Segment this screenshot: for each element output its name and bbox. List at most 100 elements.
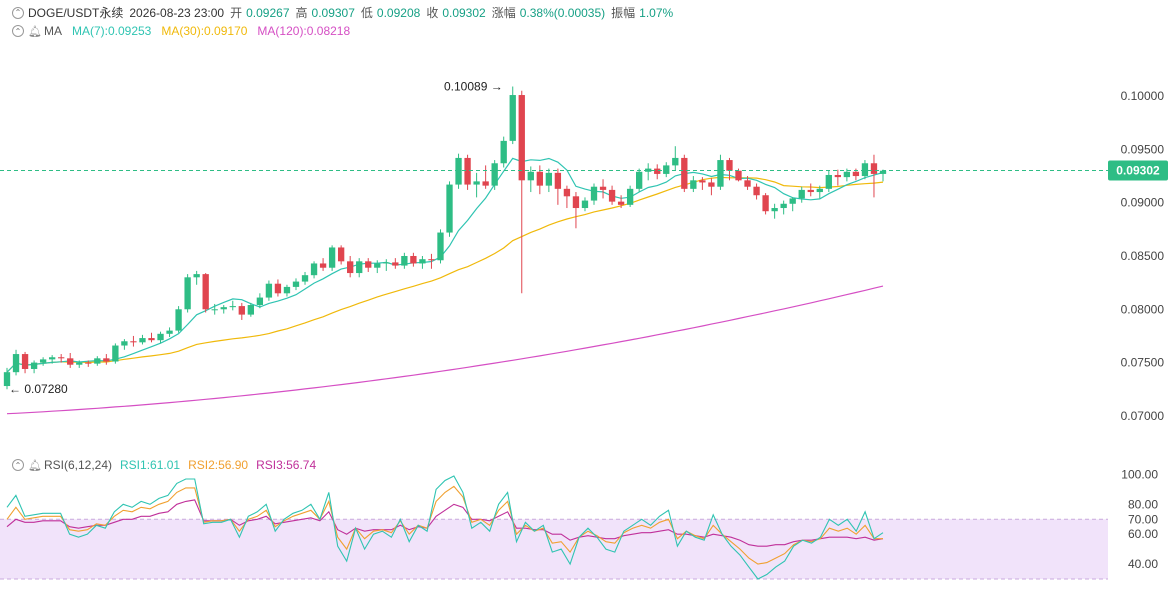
last-price-tag-text: 0.09302 [1116, 164, 1160, 178]
candle-body-37 [337, 247, 345, 262]
candle-body-18 [166, 330, 173, 334]
candle-body-2 [21, 354, 29, 369]
candle-body-50 [455, 157, 462, 185]
candle-body-70 [636, 171, 643, 189]
candle-body-0 [3, 372, 11, 387]
rsi-tick-0: 100.00 [1121, 467, 1158, 481]
candle-body-65 [590, 186, 598, 201]
ma-legend: ⌃ 🔔︎ MA MA(7):0.09253 MA(30):0.09170 MA(… [12, 24, 350, 38]
candle-body-23 [211, 309, 218, 311]
ma30-value: MA(30):0.09170 [161, 24, 248, 38]
candle-body-41 [374, 263, 381, 268]
rsi2-line [6, 485, 883, 565]
low-price-label: ← 0.07280 [9, 382, 68, 396]
candle-body-15 [139, 338, 146, 343]
candle-body-67 [608, 189, 616, 202]
candle-body-87 [789, 198, 796, 204]
alert-bell-icon[interactable]: 🔔︎ [28, 25, 42, 38]
candle-body-74 [672, 157, 679, 166]
candle-body-59 [536, 171, 543, 186]
rsi-label: RSI(6,12,24) [43, 458, 113, 472]
candle-body-16 [148, 338, 155, 341]
candle-body-47 [428, 259, 435, 261]
candle-body-11 [103, 358, 110, 362]
candle-body-39 [356, 261, 363, 274]
price-tick-6: 0.07000 [1121, 409, 1165, 423]
candle-body-89 [807, 189, 814, 193]
candle-body-32 [292, 281, 300, 287]
candle-body-12 [112, 345, 119, 362]
ma7-line [6, 157, 884, 373]
candle-body-36 [328, 247, 336, 268]
candle-body-17 [157, 333, 164, 341]
close-label: 收 [426, 6, 439, 20]
rsi-tick-1: 80.00 [1128, 497, 1158, 511]
candle-body-77 [699, 180, 706, 183]
candle-body-68 [617, 201, 625, 205]
candle-body-81 [735, 170, 742, 181]
candle-body-14 [130, 341, 137, 343]
low-label: 低 [360, 6, 373, 20]
close-value: 0.09302 [442, 5, 486, 20]
candle-body-24 [220, 307, 227, 310]
rsi1-line [6, 475, 884, 580]
ma-collapse-chevron-icon[interactable]: ⌃ [12, 25, 24, 37]
last-price-tag [1108, 160, 1168, 181]
low-value: 0.09208 [376, 5, 421, 20]
candle-body-69 [626, 188, 634, 205]
candle-body-29 [265, 283, 273, 298]
candle-body-20 [184, 277, 191, 310]
candle-body-55 [500, 140, 507, 164]
rsi2-value: RSI2:56.90 [188, 458, 249, 472]
collapse-chevron-icon[interactable]: ⌃ [12, 6, 24, 19]
candle-body-92 [834, 174, 842, 178]
candle-body-26 [238, 306, 245, 315]
candle-body-56 [509, 95, 516, 141]
candle-body-9 [85, 362, 92, 364]
candle-body-46 [419, 259, 426, 264]
candle-body-86 [780, 203, 787, 209]
candle-body-22 [202, 274, 209, 310]
candle-time: 2026-08-23 23:00 [129, 5, 225, 20]
candle-body-54 [491, 163, 498, 186]
candle-body-30 [274, 283, 282, 294]
candle-body-78 [708, 182, 715, 187]
ma120-value: MA(120):0.08218 [257, 24, 351, 38]
candle-body-53 [482, 181, 489, 186]
price-tick-1: 0.09500 [1121, 142, 1165, 156]
rsi-collapse-chevron-icon[interactable]: ⌃ [12, 459, 24, 471]
candle-body-97 [879, 170, 887, 174]
ma7-value: MA(7):0.09253 [71, 24, 152, 38]
candle-body-3 [30, 362, 38, 369]
candle-body-6 [58, 357, 65, 359]
candle-body-19 [175, 309, 182, 331]
amplitude-label: 振幅 [611, 6, 636, 20]
candle-body-45 [410, 255, 417, 264]
candle-body-88 [798, 189, 805, 199]
candle-body-10 [94, 358, 101, 364]
price-tick-0: 0.10000 [1121, 89, 1165, 103]
candle-body-38 [347, 261, 354, 274]
candle-body-64 [581, 200, 589, 209]
candle-body-35 [319, 263, 327, 268]
candle-body-7 [67, 358, 74, 365]
rsi-alert-bell-icon[interactable]: 🔔︎ [28, 459, 42, 472]
candle-body-60 [545, 172, 553, 186]
candle-body-71 [645, 168, 652, 172]
candle-body-90 [816, 188, 823, 193]
open-label: 开 [230, 6, 243, 20]
candle-body-82 [744, 180, 751, 187]
candle-body-49 [446, 184, 453, 233]
candle-body-21 [193, 274, 200, 278]
candle-body-96 [870, 163, 878, 174]
ma-label: MA [43, 24, 62, 38]
rsi3-line [6, 499, 884, 547]
candle-body-75 [681, 157, 688, 189]
candle-body-94 [852, 171, 860, 177]
candle-body-73 [663, 165, 670, 174]
candle-body-40 [365, 261, 372, 268]
ma30-line [6, 176, 884, 373]
rsi-legend: ⌃ 🔔︎ RSI(6,12,24) RSI1:61.01 RSI2:56.90 … [12, 458, 316, 472]
rsi-tick-3: 60.00 [1128, 527, 1158, 541]
